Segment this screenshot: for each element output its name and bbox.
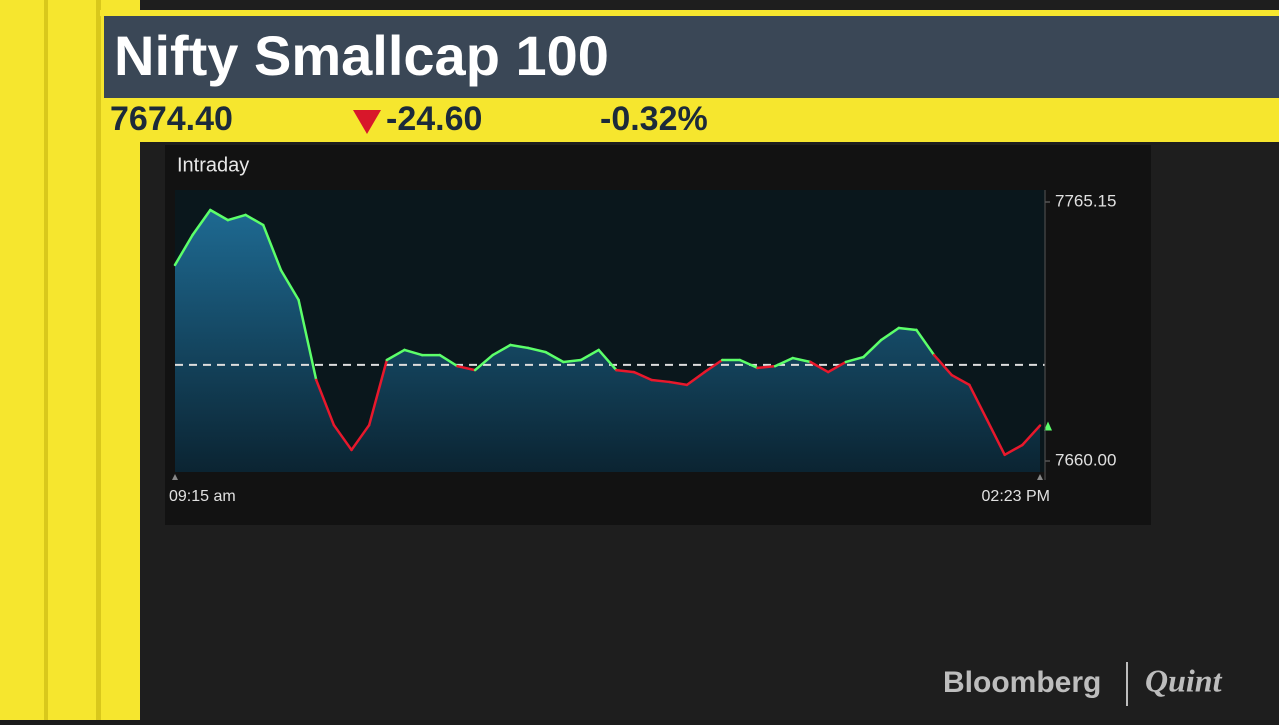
line-segment: [879, 326, 901, 342]
line-segment: [473, 353, 495, 372]
line-segment: [579, 348, 600, 362]
change: -24.60: [386, 100, 482, 138]
line-segment: [526, 346, 547, 354]
line-segment: [791, 356, 812, 364]
line-segment: [756, 364, 777, 370]
x-tick-label: 02:23 PM: [982, 488, 1050, 505]
x-tick-label: 09:15 am: [169, 488, 236, 505]
change-pct: -0.32%: [600, 100, 708, 138]
line-segment: [985, 418, 1006, 457]
line-segment: [738, 358, 759, 370]
line-segment: [367, 358, 389, 427]
line-segment: [279, 268, 300, 302]
stripe: [44, 0, 48, 720]
line-segment: [403, 348, 424, 357]
line-segment: [897, 326, 918, 332]
down-arrow: [353, 110, 381, 134]
line-segment: [509, 343, 530, 350]
line-segment: [385, 348, 406, 362]
line-segment: [262, 223, 283, 272]
top-strip: [100, 10, 1279, 16]
line-segment: [809, 360, 830, 374]
line-segment: [650, 378, 671, 384]
line-segment: [668, 380, 689, 387]
line-segment: [1003, 443, 1024, 457]
line-segment: [438, 353, 459, 368]
x-tick: [1037, 474, 1043, 480]
line-segment: [597, 348, 618, 372]
line-segment: [773, 356, 795, 368]
line-segment: [332, 423, 353, 452]
line-segment: [915, 328, 936, 357]
line-segment: [297, 298, 318, 382]
line-segment: [209, 208, 230, 222]
line-segment: [932, 353, 953, 377]
line-segment: [615, 368, 636, 374]
y-tick-label: 7660.00: [1055, 450, 1116, 469]
area: [175, 210, 1040, 472]
brand-right: Quint: [1145, 662, 1223, 698]
line-segment: [314, 378, 336, 427]
line-segment: [226, 213, 247, 222]
line-segment: [544, 350, 565, 364]
line-segment: [844, 355, 865, 364]
y-tick-label: 7765.15: [1055, 191, 1116, 210]
line-segment: [562, 358, 583, 364]
line-segment: [968, 383, 989, 422]
title-bar: [104, 16, 1279, 98]
brand-left: Bloomberg: [943, 666, 1101, 699]
line-segment: [244, 213, 265, 227]
chart-title: Intraday: [177, 154, 249, 176]
line-segment: [685, 370, 706, 387]
line-segment: [456, 364, 477, 372]
line-segment: [862, 338, 883, 359]
line-segment: [173, 233, 194, 267]
line-segment: [826, 360, 848, 374]
line-segment: [632, 370, 653, 382]
title: Nifty Smallcap 100: [114, 24, 609, 87]
line-segment: [1021, 424, 1042, 447]
line-segment: [491, 343, 512, 357]
x-tick: [172, 474, 178, 480]
line-segment: [703, 358, 724, 374]
last-marker: [1044, 421, 1052, 431]
line-segment: [950, 373, 971, 387]
line-segment: [350, 423, 371, 452]
stripe: [96, 0, 101, 720]
line-segment: [191, 208, 212, 237]
quote-bar: [104, 98, 1279, 142]
price: 7674.40: [110, 100, 233, 138]
